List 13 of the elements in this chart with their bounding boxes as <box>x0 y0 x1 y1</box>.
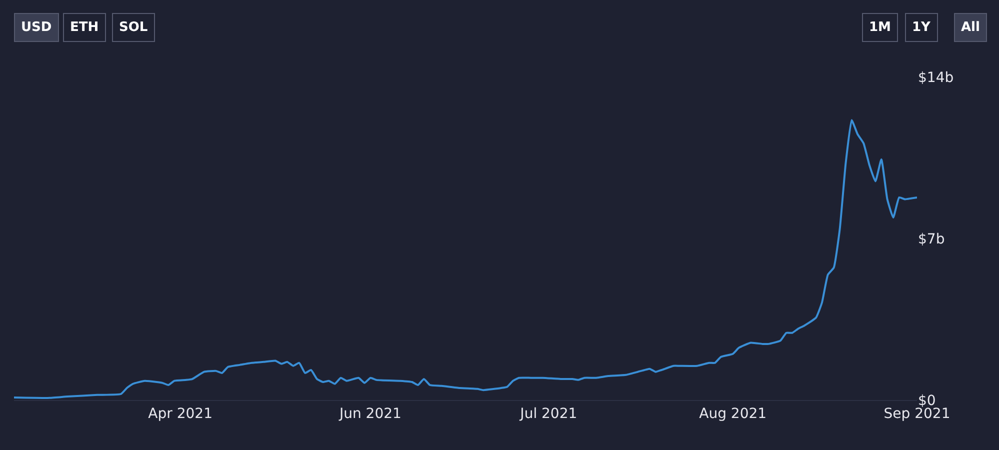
x-tick-label: Aug 2021 <box>699 406 767 422</box>
text: ETH <box>70 20 99 35</box>
text: 1Y <box>912 20 932 35</box>
text: All <box>961 20 980 35</box>
x-tick-label: Jul 2021 <box>519 406 578 422</box>
y-tick-label: $7b <box>918 231 945 248</box>
x-tick-label: Apr 2021 <box>148 406 212 422</box>
text: SOL <box>119 20 148 35</box>
x-tick-label: Jun 2021 <box>338 406 402 422</box>
line-series <box>14 119 917 399</box>
text: 1M <box>869 20 891 35</box>
text: USD <box>21 20 52 35</box>
y-tick-label: $14b <box>918 70 954 86</box>
